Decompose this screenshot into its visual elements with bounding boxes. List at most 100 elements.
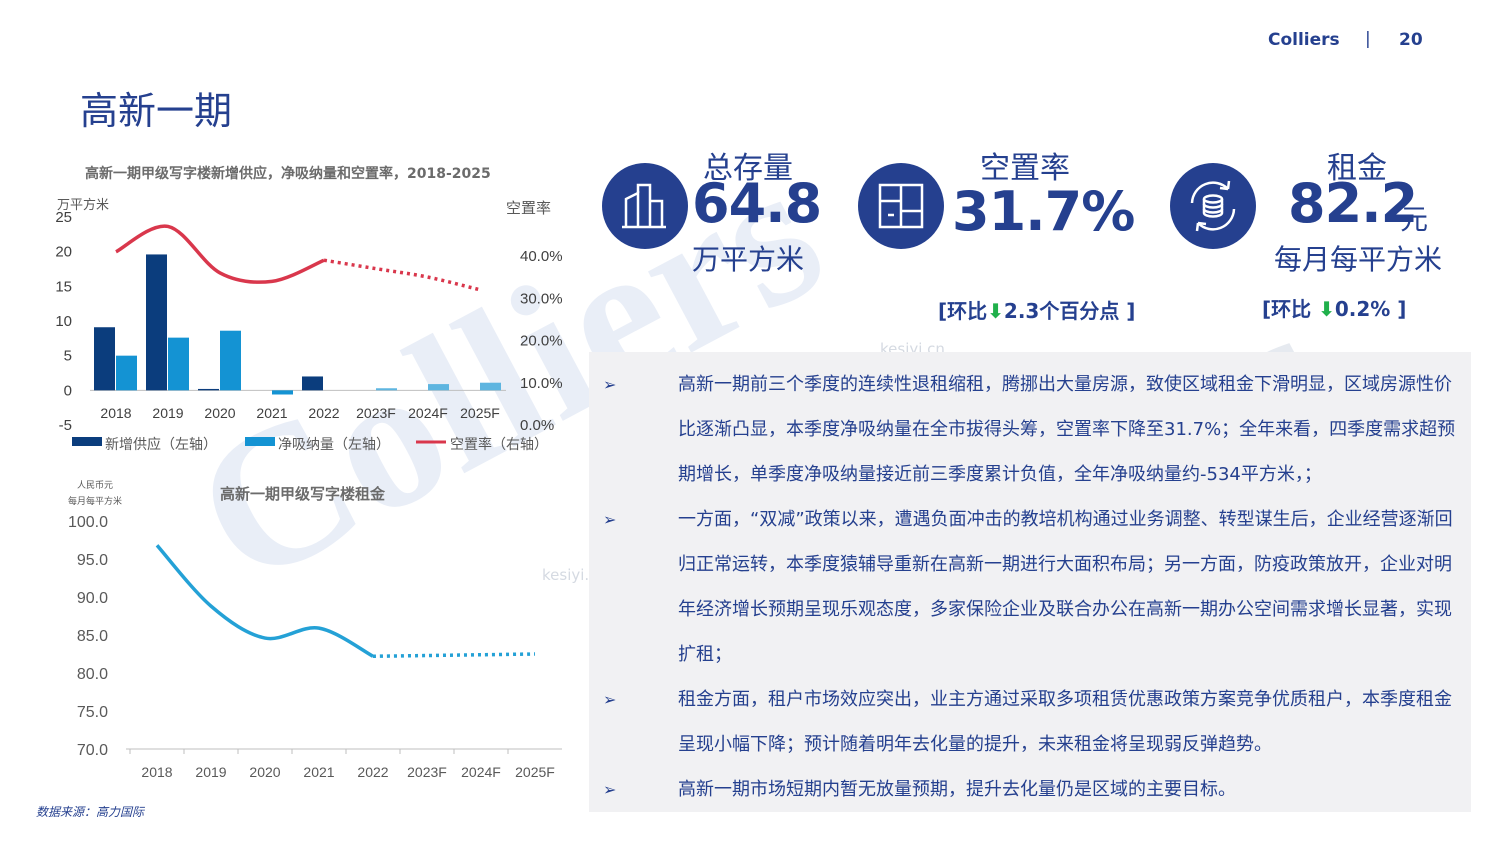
- kpi-rent-label: 租金: [1327, 151, 1387, 186]
- kpi-vacancy-value: 31.7%: [952, 180, 1135, 243]
- chart1-x-tick: 2019: [152, 405, 183, 421]
- chart1-left-unit: 万平方米: [57, 198, 110, 213]
- chart1-x-tick: 2020: [204, 405, 235, 421]
- chart2-x-tick: 2018: [141, 764, 172, 780]
- down-arrow-icon: ⬇: [987, 299, 1004, 323]
- chart2-rent-forecast-line: [372, 652, 536, 659]
- building-icon: [622, 183, 666, 229]
- commentary-text: 高新一期市场短期内暂无放量预期，提升去化量仍是区域的主要目标。: [678, 779, 1236, 800]
- chart1-left-tick: 5: [64, 348, 72, 365]
- kpi-stock-value: 64.8: [692, 172, 822, 235]
- kpi-vacancy-change: [环比⬇2.3个百分点 ]: [938, 295, 1135, 324]
- chart2-y-tick: 95.0: [77, 552, 108, 569]
- chart2-x-tick: 2022: [357, 764, 388, 780]
- chart1-x-tick: 2018: [100, 405, 131, 421]
- kpi-stock-unit: 万平方米: [692, 243, 805, 276]
- bullet-arrow-icon: ➢: [603, 690, 617, 709]
- commentary-text: 一方面，“双减”政策以来，遭遇负面冲击的教培机构通过业务调整、转型谋生后，企业经…: [678, 509, 1453, 665]
- chart1-right-tick: 20.0%: [520, 333, 563, 350]
- chart1-title: 高新一期甲级写字楼新增供应，净吸纳量和空置率，2018-2025: [85, 166, 491, 182]
- page-number: 20: [1399, 30, 1423, 50]
- chart1-vacancy-forecast-line: [323, 258, 481, 292]
- chart1-absorption-bar: [428, 384, 449, 391]
- chart1-right-tick: 30.0%: [520, 290, 563, 307]
- change-value: 2.3个百分点 ]: [1003, 299, 1136, 323]
- chart1-absorption-bar: [272, 390, 293, 395]
- chart1-left-tick: 15: [55, 278, 72, 295]
- chart1-supply-bar: [94, 327, 115, 391]
- chart2-x-tick: 2024F: [461, 764, 501, 780]
- chart2-y-tick: 85.0: [77, 628, 108, 645]
- chart2-y-tick: 80.0: [77, 666, 108, 683]
- chart2-x-tick: 2021: [303, 764, 334, 780]
- commentary-text: 高新一期前三个季度的连续性退租缩租，腾挪出大量房源，致使区域租金下滑明显，区域房…: [678, 374, 1456, 485]
- chart1-absorption-bar: [220, 330, 241, 391]
- chart2-x-tick: 2020: [249, 764, 280, 780]
- change-prefix: [环比: [1262, 297, 1319, 321]
- chart2-y-tick: 90.0: [77, 590, 108, 607]
- chart1-legend-swatch: [245, 437, 275, 446]
- bullet-arrow-icon: ➢: [603, 780, 617, 799]
- chart1-x-tick: 2025F: [460, 405, 500, 421]
- chart1-legend-label: 新增供应（左轴）: [105, 436, 217, 453]
- kpi-stock-icon-circle: [602, 163, 688, 249]
- chart1-x-tick: 2024F: [408, 405, 448, 421]
- chart1-left-tick: 0: [64, 382, 72, 399]
- kpi-rent-value-suffix: 元: [1400, 203, 1429, 236]
- chart2-x-tick: 2023F: [407, 764, 447, 780]
- chart1-right-tick: 10.0%: [520, 375, 563, 392]
- chart1-legend-label: 净吸纳量（左轴）: [278, 437, 390, 453]
- chart2-y-tick: 70.0: [77, 742, 108, 759]
- page-title: 高新一期: [80, 89, 233, 133]
- chart2-unit-line2: 每月每平方米: [67, 497, 122, 507]
- commentary-panel: ➢ 高新一期前三个季度的连续性退租缩租，腾挪出大量房源，致使区域租金下滑明显，区…: [589, 352, 1471, 812]
- header-separator: |: [1365, 29, 1371, 49]
- kpi-stock-label: 总存量: [703, 151, 793, 186]
- chart1-vacancy-line: [115, 224, 325, 284]
- chart1-right-tick: 40.0%: [520, 248, 563, 265]
- chart2-title: 高新一期甲级写字楼租金: [220, 485, 386, 503]
- header-brand: Colliers: [1268, 30, 1340, 50]
- chart2-unit-line1: 人民币元: [76, 481, 113, 491]
- floorplan-icon: [878, 183, 924, 229]
- change-value: 0.2% ]: [1334, 297, 1407, 321]
- chart1-x-tick: 2023F: [356, 405, 396, 421]
- kpi-rent-icon-circle: [1170, 163, 1256, 249]
- kpi-vacancy-label: 空置率: [980, 151, 1070, 186]
- chart2-rent-line: [155, 544, 374, 658]
- chart1-supply-bar: [302, 376, 323, 391]
- chart1-left-tick: -5: [59, 417, 72, 434]
- bullet-arrow-icon: ➢: [603, 375, 617, 394]
- chart1-x-tick: 2021: [256, 405, 287, 421]
- chart1-left-tick: 10: [55, 313, 72, 330]
- chart1-absorption-bar: [168, 337, 189, 391]
- chart1-supply-bar: [146, 254, 167, 391]
- chart1-right-tick: 0.0%: [520, 417, 554, 434]
- chart1-absorption-bar: [480, 382, 501, 391]
- chart1-legend-label: 空置率（右轴）: [450, 436, 548, 453]
- chart1-legend-swatch: [72, 437, 102, 446]
- chart1-left-tick: 25: [55, 209, 72, 226]
- chart2-x-tick: 2025F: [515, 764, 555, 780]
- down-arrow-icon: ⬇: [1318, 297, 1335, 321]
- chart2-x-tick: 2019: [195, 764, 226, 780]
- chart2-y-tick: 75.0: [77, 704, 108, 721]
- kpi-vacancy-icon-circle: [858, 163, 944, 249]
- kpi-rent-change: [环比 ⬇0.2% ]: [1262, 293, 1406, 322]
- chart1-left-tick: 20: [55, 244, 72, 261]
- commentary-text: 租金方面，租户市场效应突出，业主方通过采取多项租赁优惠政策方案竞争优质租户，本季…: [678, 689, 1452, 755]
- chart1-right-unit: 空置率: [506, 199, 552, 217]
- chart1-supply-bar: [198, 388, 219, 391]
- kpi-rent-unit: 每月每平方米: [1274, 243, 1443, 276]
- bullet-arrow-icon: ➢: [603, 510, 617, 529]
- chart1-svg: 25 20 15 10 5 0 -5 40.0% 30.0% 20.0% 10.0% 0.0% 2018…: [55, 209, 563, 453]
- kpi-rent-value: 82.2: [1288, 172, 1418, 235]
- chart1-x-tick: 2022: [308, 405, 339, 421]
- coins-cycle-icon: [1190, 180, 1236, 232]
- chart1-absorption-bar: [116, 355, 137, 391]
- data-source: 数据来源：高力国际: [36, 805, 145, 819]
- chart2-svg: 100.0 95.0 90.0 85.0 80.0 75.0 70.0 2018 2019 202…: [68, 514, 562, 780]
- change-prefix: [环比: [938, 299, 988, 323]
- chart1-absorption-bar: [376, 388, 397, 391]
- chart2-y-tick: 100.0: [68, 514, 108, 531]
